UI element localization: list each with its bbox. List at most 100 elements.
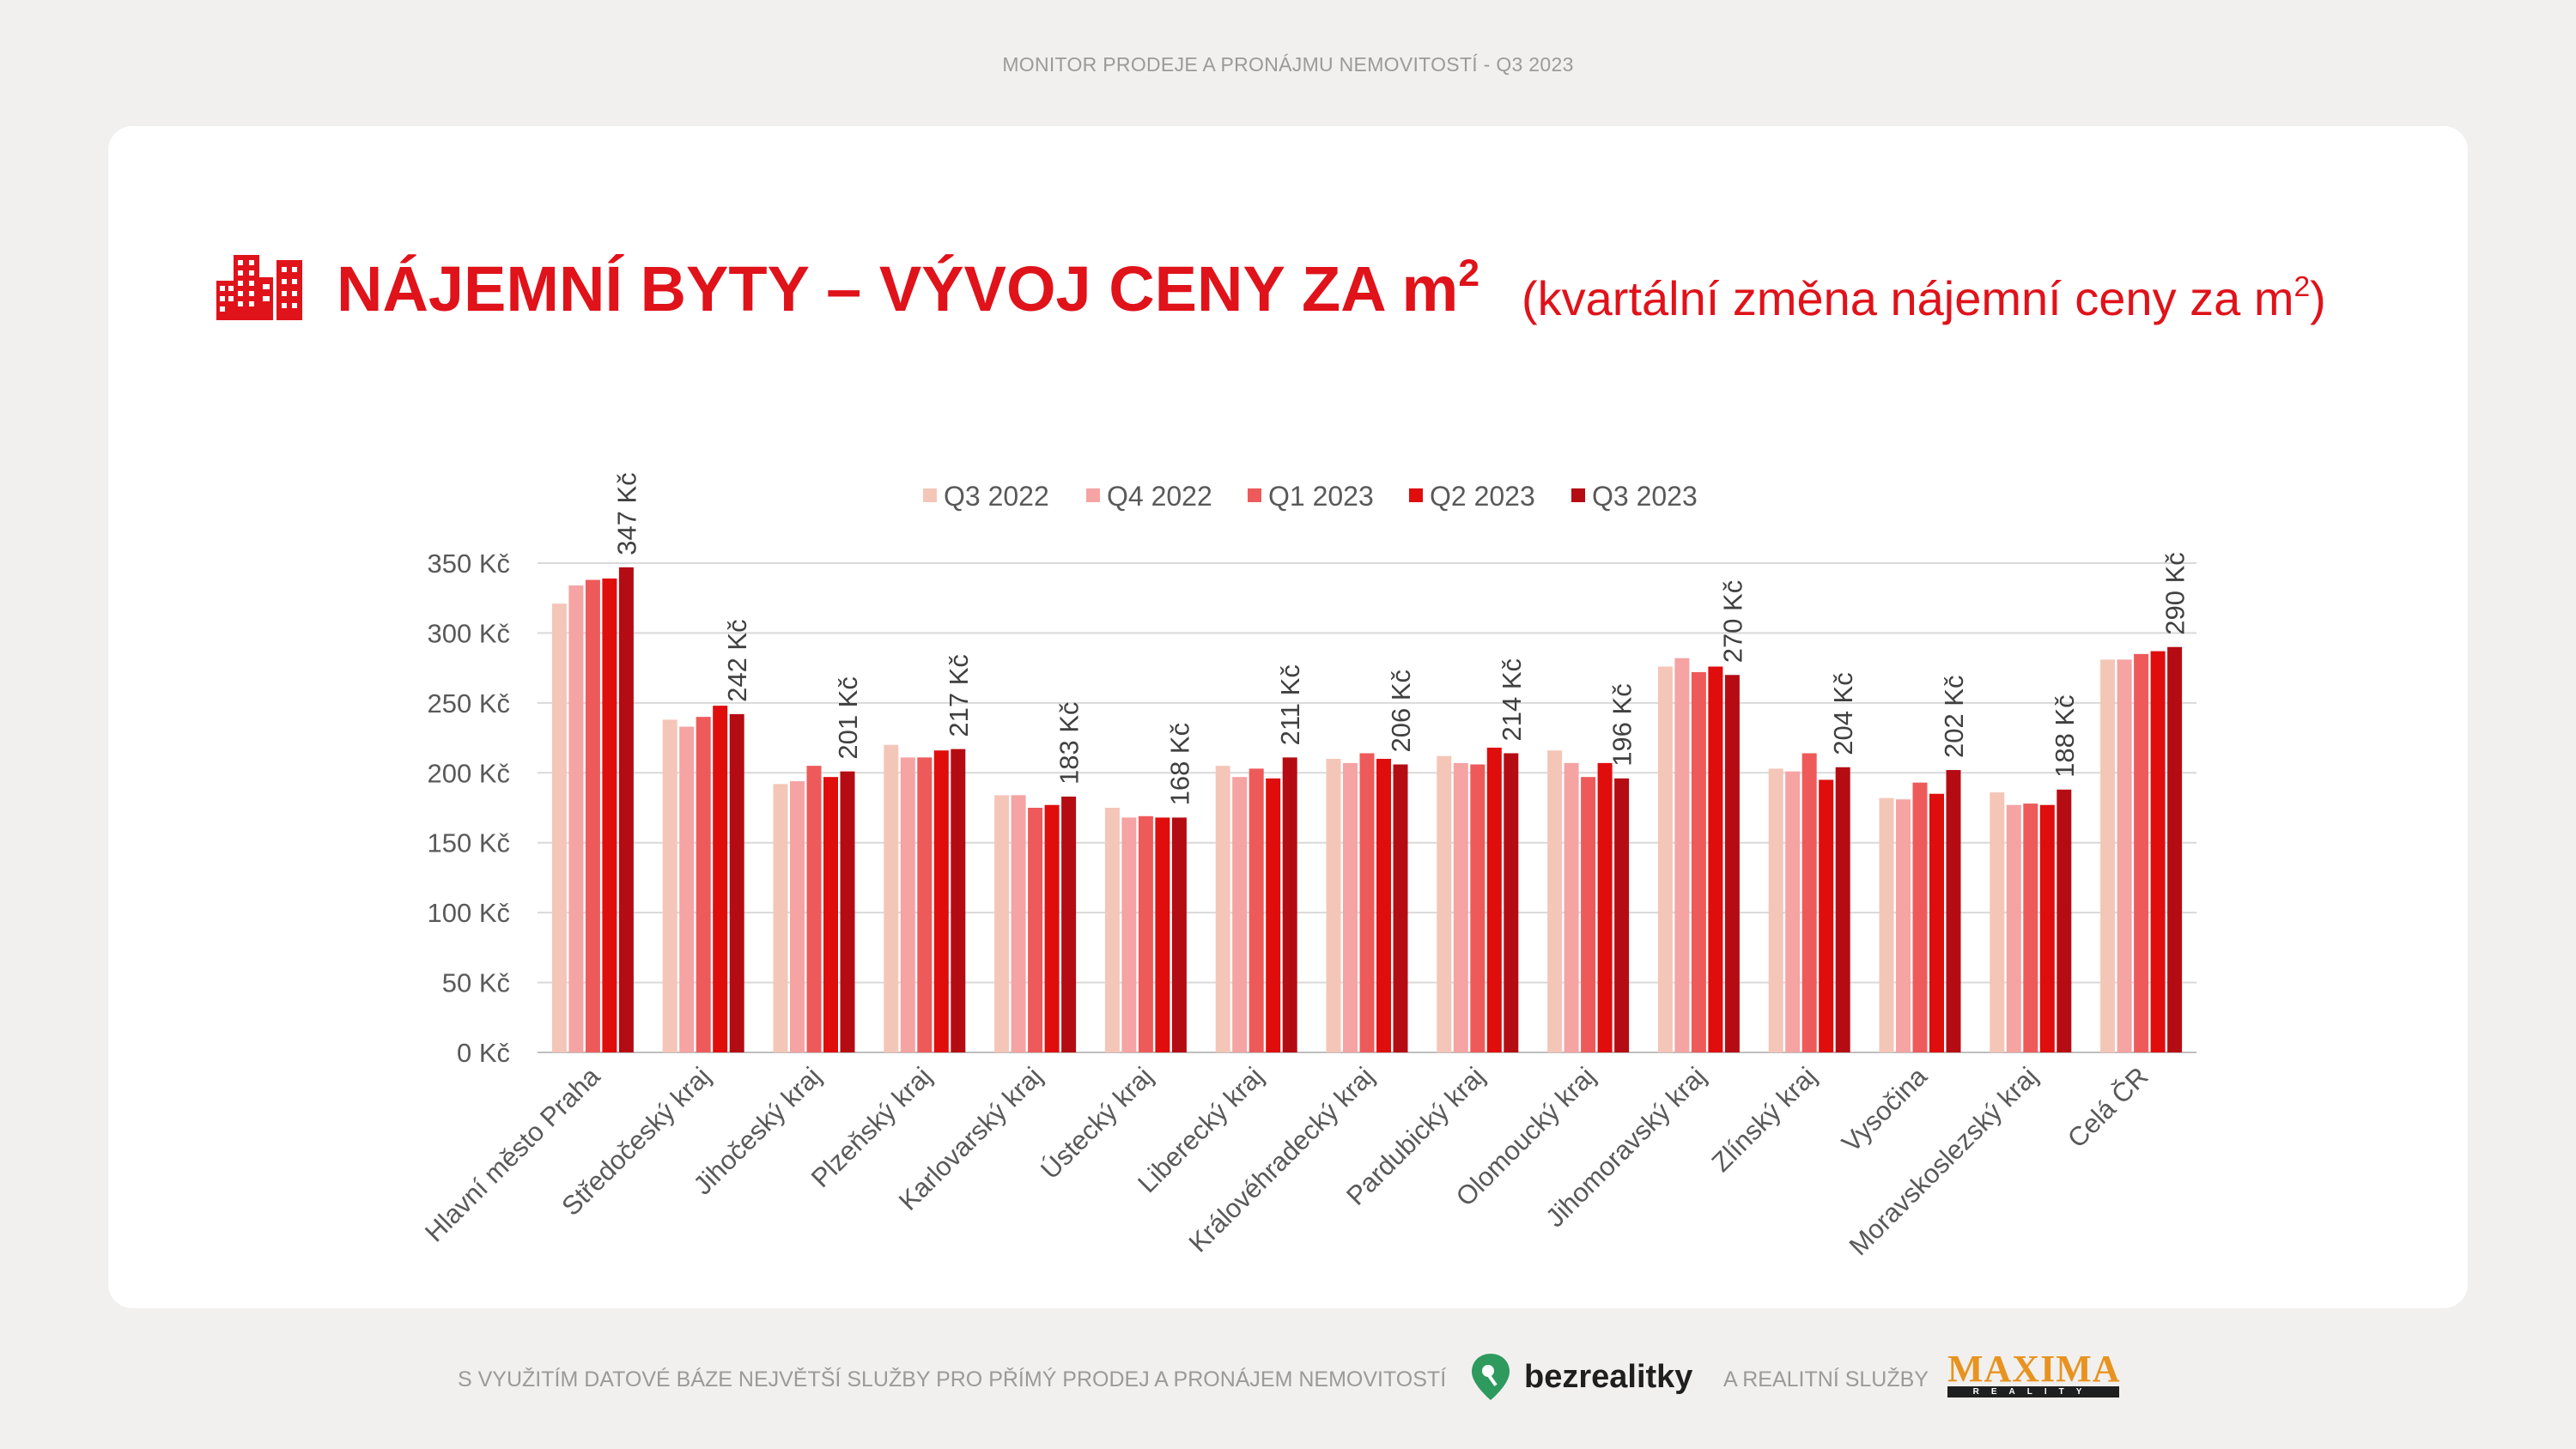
data-label: 211 Kč <box>1275 664 1305 745</box>
bar <box>1326 759 1341 1052</box>
y-tick-label: 350 Kč <box>427 549 510 579</box>
bar <box>551 603 567 1052</box>
bar <box>696 717 711 1052</box>
bar <box>618 567 634 1052</box>
x-tick-label: Královéhradecký kraj <box>1183 1061 1380 1258</box>
bar <box>2134 653 2149 1052</box>
footer-text-left: S VYUŽITÍM DATOVÉ BÁZE NEJVĚTŠÍ SLUŽBY P… <box>458 1367 1447 1391</box>
bar <box>585 579 600 1052</box>
bar <box>1708 666 1723 1052</box>
bar <box>1282 757 1297 1052</box>
bar <box>1044 804 1060 1052</box>
data-label: 290 Kč <box>2160 552 2190 635</box>
bar <box>2057 789 2072 1052</box>
bar <box>1266 778 1281 1052</box>
x-tick-label: Ústecký kraj <box>1035 1061 1158 1185</box>
bar <box>2100 659 2116 1052</box>
y-tick-label: 50 Kč <box>442 968 510 998</box>
bar <box>1657 666 1673 1052</box>
data-label: 214 Kč <box>1497 658 1527 742</box>
legend-label: Q2 2023 <box>1430 481 1535 512</box>
footer: S VYUŽITÍM DATOVÉ BÁZE NEJVĚTŠÍ SLUŽBY P… <box>0 1348 2576 1404</box>
bar <box>1453 762 1468 1052</box>
bar <box>1028 808 1043 1052</box>
bar <box>1343 762 1358 1052</box>
bar <box>1376 759 1391 1052</box>
report-header: MONITOR PRODEJE A PRONÁJMU NEMOVITOSTÍ -… <box>1002 53 1574 76</box>
bar <box>1819 779 1834 1052</box>
data-label: 168 Kč <box>1164 723 1194 806</box>
bar <box>1768 768 1783 1052</box>
y-tick-label: 200 Kč <box>427 758 510 788</box>
title-text: NÁJEMNÍ BYTY – VÝVOJ CENY ZA m <box>337 253 1459 324</box>
bar <box>1801 753 1817 1052</box>
data-label: 201 Kč <box>833 676 863 760</box>
legend-label: Q3 2023 <box>1592 481 1698 512</box>
bar <box>1674 658 1690 1052</box>
bar <box>568 585 584 1052</box>
bar <box>790 781 805 1052</box>
bar <box>951 749 966 1052</box>
footer-text-mid: A REALITNÍ SLUŽBY <box>1723 1367 1929 1391</box>
bar <box>1470 764 1485 1052</box>
data-label: 270 Kč <box>1717 580 1747 664</box>
buildings-icon <box>216 255 302 320</box>
y-tick-label: 0 Kč <box>457 1038 510 1068</box>
bar <box>1011 795 1026 1052</box>
bar <box>1232 777 1248 1052</box>
bar <box>1564 762 1579 1052</box>
x-tick-label: Moravskoslezský kraj <box>1844 1061 2044 1261</box>
bar <box>1547 750 1563 1052</box>
bar <box>1724 675 1740 1052</box>
bar <box>2150 651 2166 1052</box>
bar <box>2167 646 2183 1052</box>
bar <box>1614 778 1630 1052</box>
bar <box>1504 753 1519 1052</box>
legend-label: Q1 2023 <box>1268 481 1374 512</box>
y-tick-label: 300 Kč <box>427 618 510 648</box>
bar <box>1597 762 1613 1052</box>
bar <box>1061 796 1077 1052</box>
bar <box>840 771 855 1052</box>
bar <box>1138 815 1153 1052</box>
bar <box>1215 766 1230 1052</box>
bar <box>1896 799 1911 1052</box>
bar <box>1879 797 1894 1052</box>
bar <box>2006 804 2021 1052</box>
bar <box>2039 804 2055 1052</box>
page-title: NÁJEMNÍ BYTY – VÝVOJ CENY ZA m2 <box>337 254 1479 321</box>
bar <box>917 757 933 1052</box>
bar <box>1929 793 1944 1052</box>
bezrealitky-pin-icon <box>1472 1354 1510 1400</box>
bar <box>1835 767 1850 1052</box>
subtitle-superscript: 2 <box>2293 271 2311 304</box>
data-label: 242 Kč <box>722 619 752 702</box>
bar <box>679 726 695 1052</box>
subtitle-end: ) <box>2310 271 2326 325</box>
data-label: 206 Kč <box>1386 670 1416 753</box>
bar <box>1990 792 2005 1052</box>
data-label: 188 Kč <box>2050 694 2080 778</box>
y-tick-label: 150 Kč <box>427 828 510 858</box>
bar <box>1437 755 1452 1052</box>
bar <box>1486 747 1502 1052</box>
bar <box>2117 659 2132 1052</box>
data-label: 347 Kč <box>611 472 641 555</box>
x-tick-label: Zlínský kraj <box>1706 1061 1823 1178</box>
y-tick-label: 250 Kč <box>427 688 510 718</box>
bar <box>1104 808 1120 1052</box>
bar <box>1912 782 1928 1052</box>
maxima-logo: MAXIMA REALITY <box>1947 1348 2121 1398</box>
bar <box>1359 753 1375 1052</box>
title-superscript: 2 <box>1458 252 1480 295</box>
legend-label: Q3 2022 <box>944 481 1049 512</box>
bar <box>713 706 728 1052</box>
bar <box>773 784 788 1052</box>
content-card <box>108 126 2468 1308</box>
page-subtitle: (kvartální změna nájemní ceny za m2) <box>1522 273 2326 323</box>
data-label: 204 Kč <box>1828 672 1858 755</box>
maxima-logo-word: MAXIMA <box>1947 1348 2121 1390</box>
subtitle-text: (kvartální změna nájemní ceny za m <box>1522 271 2294 325</box>
bar <box>1121 817 1137 1052</box>
